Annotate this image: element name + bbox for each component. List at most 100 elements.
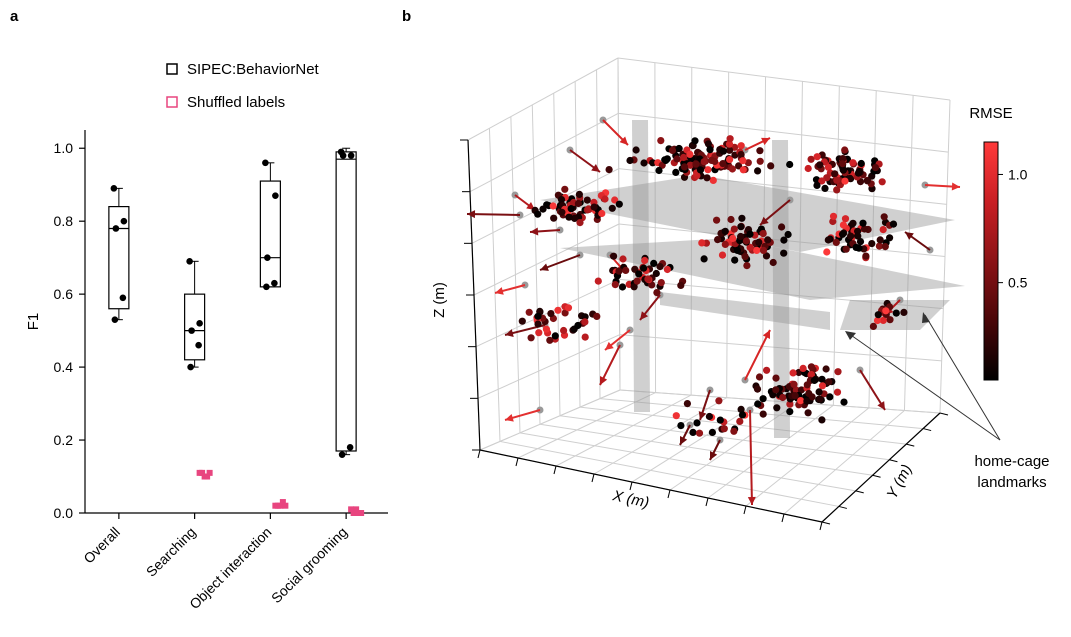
data-point (843, 155, 852, 163)
data-point (778, 223, 786, 231)
data-point (780, 249, 788, 257)
data-point (547, 310, 555, 318)
data-point (759, 246, 768, 254)
error-arrow (639, 294, 661, 321)
data-point (802, 370, 811, 378)
data-point (808, 371, 816, 379)
data-point (846, 174, 854, 182)
error-arrow (744, 329, 771, 381)
data-point (737, 232, 745, 241)
data-point (797, 397, 805, 405)
data-point (817, 396, 825, 404)
data-point (830, 178, 838, 186)
data-point (812, 375, 820, 383)
data-point (708, 152, 716, 160)
data-point (672, 412, 680, 420)
shuffled-point (206, 469, 213, 476)
y-tick (889, 459, 898, 463)
data-point (839, 161, 847, 169)
data-point (874, 311, 882, 319)
data-point (590, 198, 598, 206)
data-point (756, 157, 764, 165)
box-plot-chart: 0.0 0.2 0.4 0.6 0.8 1.0 F1 Overall SearchingObje… (25, 61, 388, 612)
data-point (196, 320, 203, 327)
data-point (706, 143, 715, 151)
data-point (111, 316, 119, 323)
data-point (818, 177, 826, 185)
data-point (763, 243, 772, 251)
data-point (881, 243, 889, 251)
data-point (875, 242, 884, 250)
data-point (618, 283, 627, 291)
data-point (808, 393, 816, 401)
data-point (850, 227, 858, 235)
data-point (741, 253, 749, 261)
data-point (700, 154, 708, 162)
landmark-plate (660, 292, 830, 330)
data-point (720, 425, 728, 433)
data-point (836, 175, 845, 183)
data-point (803, 381, 811, 389)
data-point (856, 168, 864, 176)
data-point (871, 157, 879, 165)
annotation-line-2: landmarks (977, 474, 1046, 491)
data-point (824, 157, 832, 165)
data-point (271, 279, 278, 287)
data-point (697, 151, 706, 159)
data-point (686, 161, 694, 169)
data-point (657, 137, 665, 145)
data-point (824, 236, 832, 244)
x-tick (667, 489, 671, 499)
data-point (807, 155, 815, 163)
data-point (634, 268, 643, 276)
x-tick (553, 465, 557, 475)
data-point (563, 209, 572, 217)
error-arrow (904, 231, 931, 251)
data-point (854, 232, 862, 240)
data-point (726, 156, 734, 164)
data-point (561, 193, 569, 202)
origin-point (576, 251, 584, 259)
data-point (557, 193, 565, 201)
data-point (839, 156, 847, 164)
data-point (608, 204, 616, 212)
arrow-head (762, 330, 770, 339)
data-point (868, 240, 876, 248)
data-point (761, 242, 769, 250)
data-point (734, 243, 742, 252)
data-point (703, 137, 711, 145)
data-point (743, 255, 751, 263)
data-point (871, 161, 879, 169)
data-point (700, 255, 708, 263)
x-tick (629, 481, 633, 491)
y-tick-label: 0.2 (54, 432, 74, 448)
error-arrow (604, 329, 631, 351)
data-point (720, 162, 729, 170)
data-point (807, 371, 816, 379)
data-point (696, 166, 705, 174)
origin-point (511, 191, 519, 199)
data-point (785, 392, 793, 400)
data-point (759, 395, 767, 403)
data-point (879, 226, 887, 234)
error-arrow (924, 184, 961, 188)
floor-grid-line (539, 423, 873, 476)
data-point (813, 153, 821, 161)
data-point (262, 159, 269, 167)
data-point (539, 205, 547, 213)
data-point (759, 228, 767, 236)
y-tick (923, 428, 932, 432)
data-point (613, 272, 622, 280)
data-point (726, 146, 734, 154)
data-point (705, 412, 714, 421)
data-point (565, 213, 573, 221)
data-point (832, 238, 840, 246)
data-point (759, 410, 767, 418)
back-wall-grid-line (903, 95, 914, 411)
data-point (786, 408, 794, 416)
data-point (655, 166, 663, 175)
data-point (692, 160, 700, 168)
data-point (666, 263, 674, 272)
data-point (688, 141, 697, 150)
data-point (665, 145, 673, 153)
